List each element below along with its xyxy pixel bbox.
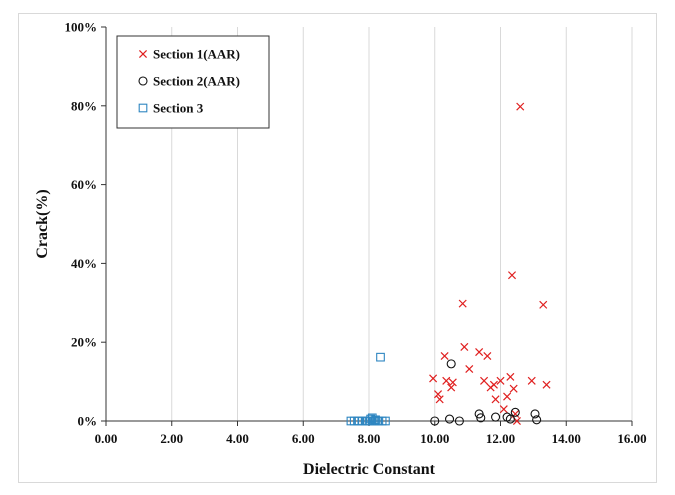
legend-marker [138, 103, 148, 113]
x-tick-label: 4.00 [226, 431, 249, 446]
data-point [509, 384, 518, 393]
data-point [516, 102, 525, 111]
x-axis-title: Dielectric Constant [303, 461, 436, 478]
marker-stroke [440, 351, 449, 361]
data-point [446, 359, 456, 369]
x-tick-label: 8.00 [358, 431, 381, 446]
x-tick-label: 14.00 [552, 431, 581, 446]
x-tick-label: 0.00 [95, 431, 118, 446]
legend-label: Section 2(AAR) [153, 74, 240, 89]
marker-stroke [539, 300, 548, 309]
marker-stroke [429, 374, 438, 383]
marker-stroke [507, 271, 517, 280]
data-point [444, 414, 455, 424]
legend-label: Section 3 [153, 101, 204, 116]
marker-stroke [512, 416, 521, 426]
y-tick-label: 40% [71, 256, 97, 271]
data-point [489, 380, 498, 389]
data-point [499, 405, 508, 414]
y-tick-label: 80% [71, 98, 97, 113]
marker-stroke [499, 405, 508, 414]
marker-stroke [447, 383, 456, 392]
marker-stroke [491, 395, 500, 404]
data-point [447, 383, 456, 392]
data-point [476, 413, 486, 423]
legend-box [116, 35, 270, 129]
data-point [434, 390, 443, 399]
data-point [475, 348, 484, 357]
data-point [460, 342, 469, 351]
data-point [507, 271, 517, 280]
data-point [530, 409, 540, 419]
marker-stroke [475, 348, 484, 357]
y-axis-title: Crack(%) [34, 189, 51, 258]
points-layer [346, 102, 551, 426]
data-point [440, 351, 449, 361]
data-point [442, 376, 451, 385]
x-tick-label: 12.00 [486, 431, 515, 446]
data-point [429, 374, 438, 383]
marker-stroke [503, 392, 512, 401]
x-tick-label: 16.00 [617, 431, 646, 446]
data-point [435, 395, 444, 404]
y-tick-label: 100% [65, 20, 98, 35]
marker-stroke [480, 376, 489, 385]
data-point [474, 409, 484, 419]
data-point [381, 416, 390, 426]
legend: Section 1(AAR) Section 2(AAR) Section 3 [116, 35, 270, 129]
data-point [483, 351, 492, 361]
marker-stroke [465, 364, 474, 374]
y-tick-label: 60% [71, 177, 97, 192]
marker-stroke [506, 372, 515, 381]
data-point [505, 414, 515, 424]
marker-stroke [435, 395, 444, 404]
marker-stroke [460, 342, 469, 351]
data-point [491, 395, 500, 404]
marker-stroke [509, 384, 518, 393]
series-1 [429, 102, 551, 426]
marker-stroke [489, 380, 498, 389]
data-point [480, 376, 489, 385]
marker-stroke [516, 102, 525, 111]
marker-stroke [442, 376, 451, 385]
data-point [491, 412, 501, 422]
data-point [532, 415, 542, 425]
y-tick-label: 20% [71, 335, 97, 350]
legend-marker [138, 49, 148, 59]
marker-stroke [448, 378, 457, 387]
x-tick-label: 2.00 [160, 431, 183, 446]
x-tick-label: 6.00 [292, 431, 315, 446]
data-point [527, 376, 536, 385]
data-point [503, 392, 512, 401]
data-point [506, 372, 515, 381]
y-tick-label: 0% [78, 414, 98, 429]
marker-stroke [527, 376, 536, 385]
data-point [542, 380, 551, 389]
data-point [448, 378, 457, 387]
marker-stroke [138, 49, 148, 59]
marker-stroke [483, 351, 492, 361]
data-point [496, 376, 505, 385]
data-point [430, 416, 440, 426]
series-3 [346, 352, 390, 426]
marker-stroke [496, 376, 505, 385]
data-point [539, 300, 548, 309]
data-point [510, 407, 520, 417]
legend-marker [138, 76, 148, 86]
legend-label: Section 1(AAR) [153, 47, 240, 62]
marker-stroke [458, 299, 467, 308]
x-tick-label: 10.00 [420, 431, 449, 446]
marker-stroke [434, 390, 443, 399]
data-point [376, 352, 385, 362]
data-point [454, 416, 464, 426]
data-point [465, 364, 474, 374]
marker-stroke [542, 380, 551, 389]
data-point [458, 299, 467, 308]
series-2 [430, 359, 542, 426]
